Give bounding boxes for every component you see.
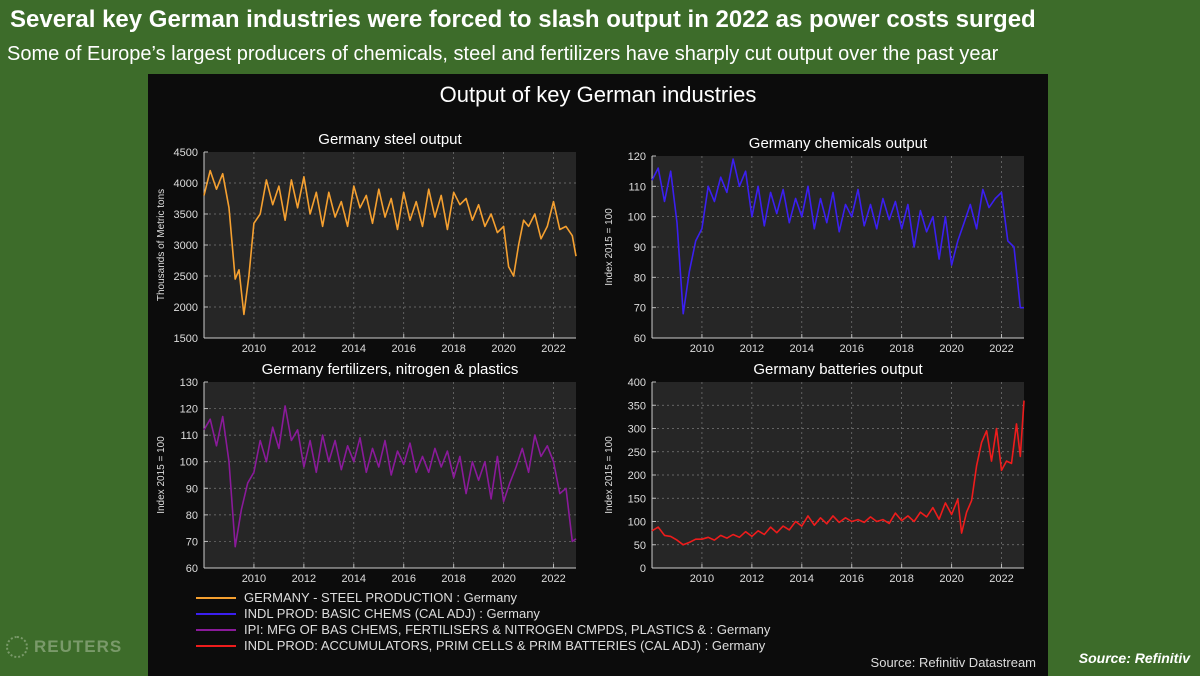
steel-y-axis-label: Thousands of Metric tons	[156, 189, 167, 301]
fertilizers-series-line	[203, 405, 577, 548]
chemicals-y-tick-label: 100	[628, 212, 646, 224]
chemicals-series-line	[651, 158, 1024, 315]
chart-source: Source: Refinitiv Datastream	[870, 655, 1036, 670]
fertilizers-y-tick-label: 70	[186, 536, 198, 548]
fertilizers-y-tick-label: 110	[180, 430, 198, 442]
fertilizers-x-tick-label: 2010	[242, 573, 266, 585]
fertilizers-chart-title: Germany fertilizers, nitrogen & plastics	[262, 361, 519, 378]
batteries-x-tick-label: 2016	[839, 573, 863, 585]
legend-label-steel: GERMANY - STEEL PRODUCTION : Germany	[244, 590, 518, 605]
batteries-y-tick-label: 100	[628, 517, 646, 529]
chemicals-x-tick-label: 2020	[939, 343, 963, 355]
steel-y-tick-label: 1500	[174, 333, 198, 345]
chemicals-chart-title: Germany chemicals output	[749, 135, 928, 152]
steel-series-line	[203, 169, 577, 316]
batteries-series-line	[651, 400, 1025, 546]
batteries-x-tick-label: 2012	[740, 573, 764, 585]
batteries-y-tick-label: 250	[628, 447, 646, 459]
chemicals-x-tick-label: 2014	[790, 343, 814, 355]
steel-x-tick-label: 2016	[391, 343, 415, 355]
steel-y-tick-label: 2500	[174, 271, 198, 283]
chemicals-y-tick-label: 70	[634, 303, 646, 315]
subheadline: Some of Europe’s largest producers of ch…	[7, 43, 999, 65]
steel-x-tick-label: 2018	[441, 343, 465, 355]
fertilizers-y-tick-label: 90	[186, 483, 198, 495]
batteries-y-tick-label: 350	[628, 400, 646, 412]
fertilizers-plot-area	[204, 382, 576, 568]
fertilizers-y-axis-label: Index 2015 = 100	[156, 436, 167, 514]
fertilizers-y-tick-label: 80	[186, 510, 198, 522]
steel-y-tick-label: 2000	[174, 302, 198, 314]
fertilizers-y-tick-label: 120	[180, 404, 198, 416]
batteries-chart-title: Germany batteries output	[753, 361, 923, 378]
batteries-y-tick-label: 400	[628, 377, 646, 389]
steel-x-tick-label: 2012	[292, 343, 316, 355]
steel-x-tick-label: 2022	[541, 343, 565, 355]
legend-item-batteries: INDL PROD: ACCUMULATORS, PRIM CELLS & PR…	[196, 638, 770, 654]
chemicals-y-tick-label: 90	[634, 242, 646, 254]
steel-y-tick-label: 3500	[174, 209, 198, 221]
chart-batteries: 0 50 100 150 200 250 300 350 400 2010 2012 2014 2016…	[604, 361, 1025, 585]
batteries-y-tick-label: 150	[628, 493, 646, 505]
batteries-x-tick-label: 2020	[939, 573, 963, 585]
batteries-y-tick-label: 50	[634, 540, 646, 552]
legend-swatch-fertilizers	[196, 629, 236, 631]
batteries-x-tick-label: 2010	[690, 573, 714, 585]
fertilizers-x-tick-label: 2014	[342, 573, 366, 585]
legend-item-steel: GERMANY - STEEL PRODUCTION : Germany	[196, 590, 770, 606]
steel-y-tick-label: 3000	[174, 240, 198, 252]
chemicals-x-tick-label: 2010	[690, 343, 714, 355]
batteries-x-tick-label: 2014	[790, 573, 814, 585]
panel-title: Output of key German industries	[439, 82, 757, 107]
chemicals-x-tick-label: 2012	[740, 343, 764, 355]
steel-x-tick-label: 2010	[242, 343, 266, 355]
fertilizers-x-tick-label: 2020	[491, 573, 515, 585]
chemicals-y-tick-label: 110	[628, 181, 646, 193]
fertilizers-y-tick-label: 60	[186, 563, 198, 575]
chart-steel: 1500 2000 2500 3000 3500 4000 4500 2010 2012 2014…	[156, 131, 577, 355]
chart-chemicals: 60 70 80 90 100 110 120 2010 2012 2014 2016 2018 202…	[604, 135, 1024, 355]
batteries-y-tick-label: 0	[640, 563, 646, 575]
chemicals-x-tick-label: 2022	[989, 343, 1013, 355]
legend-item-fertilizers: IPI: MFG OF BAS CHEMS, FERTILISERS & NIT…	[196, 622, 770, 638]
chemicals-y-tick-label: 80	[634, 272, 646, 284]
chemicals-x-tick-label: 2016	[839, 343, 863, 355]
reuters-wordmark: REUTERS	[34, 637, 123, 656]
legend-swatch-batteries	[196, 645, 236, 647]
legend-label-batteries: INDL PROD: ACCUMULATORS, PRIM CELLS & PR…	[244, 638, 766, 653]
fertilizers-y-tick-label: 130	[180, 377, 198, 389]
reuters-dot-icon	[6, 636, 28, 658]
batteries-x-tick-label: 2022	[989, 573, 1013, 585]
batteries-y-axis-label: Index 2015 = 100	[604, 436, 615, 514]
source-note: Source: Refinitiv	[1078, 650, 1190, 666]
steel-x-tick-label: 2014	[342, 343, 366, 355]
chemicals-y-tick-label: 60	[634, 333, 646, 345]
chart-panel: 1500 2000 2500 3000 3500 4000 4500 2010 2012 2014…	[148, 74, 1048, 676]
legend-item-chemicals: INDL PROD: BASIC CHEMS (CAL ADJ) : Germa…	[196, 606, 770, 622]
fertilizers-x-tick-label: 2016	[391, 573, 415, 585]
legend: GERMANY - STEEL PRODUCTION : Germany IND…	[196, 590, 770, 654]
fertilizers-y-tick-label: 100	[180, 457, 198, 469]
fertilizers-x-tick-label: 2018	[441, 573, 465, 585]
chemicals-x-tick-label: 2018	[889, 343, 913, 355]
chemicals-y-tick-label: 120	[628, 151, 646, 163]
chart-fertilizers: 60 70 80 90 100 110 120 130 2010 2012 2014 2016 2018…	[156, 361, 577, 585]
legend-label-chemicals: INDL PROD: BASIC CHEMS (CAL ADJ) : Germa…	[244, 606, 540, 621]
legend-label-fertilizers: IPI: MFG OF BAS CHEMS, FERTILISERS & NIT…	[244, 622, 771, 637]
steel-x-tick-label: 2020	[491, 343, 515, 355]
steel-y-tick-label: 4000	[174, 178, 198, 190]
fertilizers-x-tick-label: 2022	[541, 573, 565, 585]
legend-swatch-steel	[196, 597, 236, 599]
batteries-y-tick-label: 200	[628, 470, 646, 482]
reuters-logo: REUTERS	[6, 636, 122, 658]
steel-chart-title: Germany steel output	[318, 131, 462, 148]
legend-swatch-chemicals	[196, 613, 236, 615]
headline: Several key German industries were force…	[10, 6, 1036, 33]
fertilizers-x-tick-label: 2012	[292, 573, 316, 585]
batteries-x-tick-label: 2018	[889, 573, 913, 585]
chemicals-y-axis-label: Index 2015 = 100	[604, 208, 615, 286]
batteries-y-tick-label: 300	[628, 424, 646, 436]
steel-y-tick-label: 4500	[174, 147, 198, 159]
